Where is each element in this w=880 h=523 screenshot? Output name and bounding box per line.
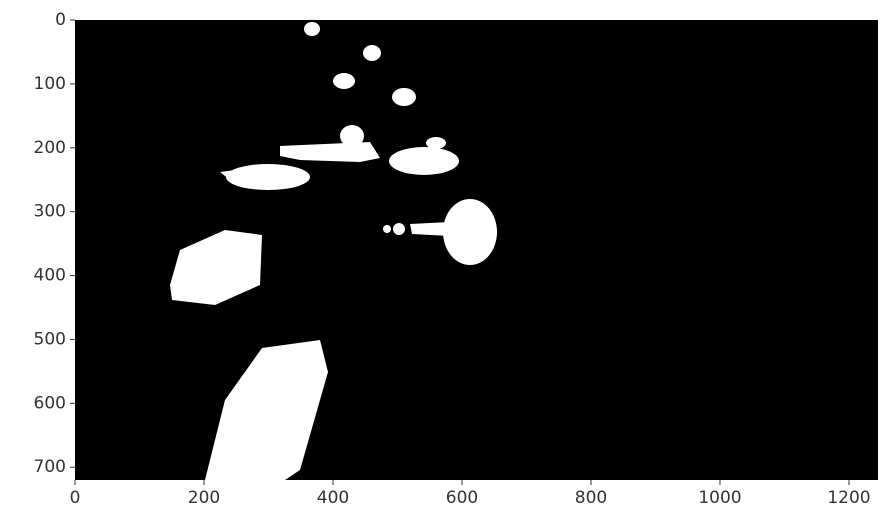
y-tick-label: 300 (34, 202, 66, 222)
x-tick-label: 1000 (698, 488, 741, 508)
y-tick-label: 600 (34, 393, 66, 413)
x-tick-label: 800 (575, 488, 607, 508)
y-tick-label: 200 (34, 138, 66, 158)
y-tick-label: 400 (34, 266, 66, 286)
x-tick-label: 200 (188, 488, 220, 508)
x-tick-label: 400 (317, 488, 349, 508)
y-tick-label: 100 (34, 74, 66, 94)
x-tick-label: 1200 (827, 488, 870, 508)
chart: 0 200 400 600 800 1000 1200 0 100 200 300 400 500 600… (0, 0, 880, 523)
y-tick-label: 700 (34, 457, 66, 477)
x-tick-label: 0 (70, 488, 81, 508)
x-tick-label: 600 (446, 488, 478, 508)
y-tick-label: 0 (55, 10, 66, 30)
y-tick-label: 500 (34, 329, 66, 349)
